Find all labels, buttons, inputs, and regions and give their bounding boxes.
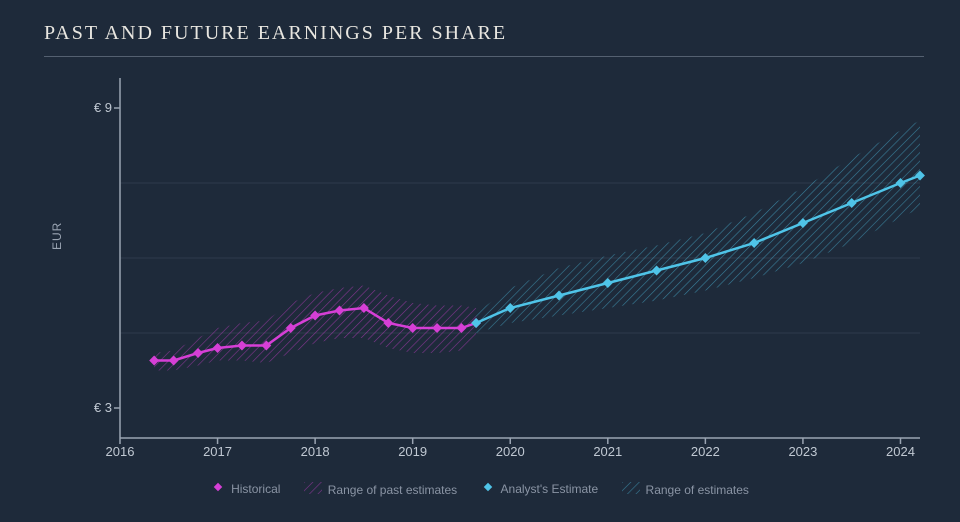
x-tick: 2021 [588,444,628,459]
x-tick: 2018 [295,444,335,459]
x-tick: 2022 [685,444,725,459]
legend-historical: Historical [211,480,280,497]
x-tick: 2019 [393,444,433,459]
hatch-icon [622,482,640,497]
legend-range-estimate: Range of estimates [622,482,749,497]
legend-label: Analyst's Estimate [501,482,599,496]
diamond-icon [481,480,495,497]
x-tick: 2024 [880,444,920,459]
legend-label: Historical [231,482,280,496]
y-tick: € 3 [72,400,112,415]
y-tick: € 9 [72,100,112,115]
y-axis-label: EUR [50,222,64,250]
legend-estimate: Analyst's Estimate [481,480,599,497]
legend-label: Range of estimates [646,483,749,497]
x-tick: 2023 [783,444,823,459]
title-divider [44,56,924,57]
hatch-icon [304,482,322,497]
diamond-icon [211,480,225,497]
x-tick: 2017 [198,444,238,459]
chart-svg [120,78,920,438]
x-tick: 2016 [100,444,140,459]
legend-label: Range of past estimates [328,483,457,497]
legend-range-past: Range of past estimates [304,482,457,497]
chart-title: PAST AND FUTURE EARNINGS PER SHARE [44,22,507,45]
legend: Historical Range of past estimates Analy… [0,480,960,497]
plot-area [120,78,920,438]
x-tick: 2020 [490,444,530,459]
